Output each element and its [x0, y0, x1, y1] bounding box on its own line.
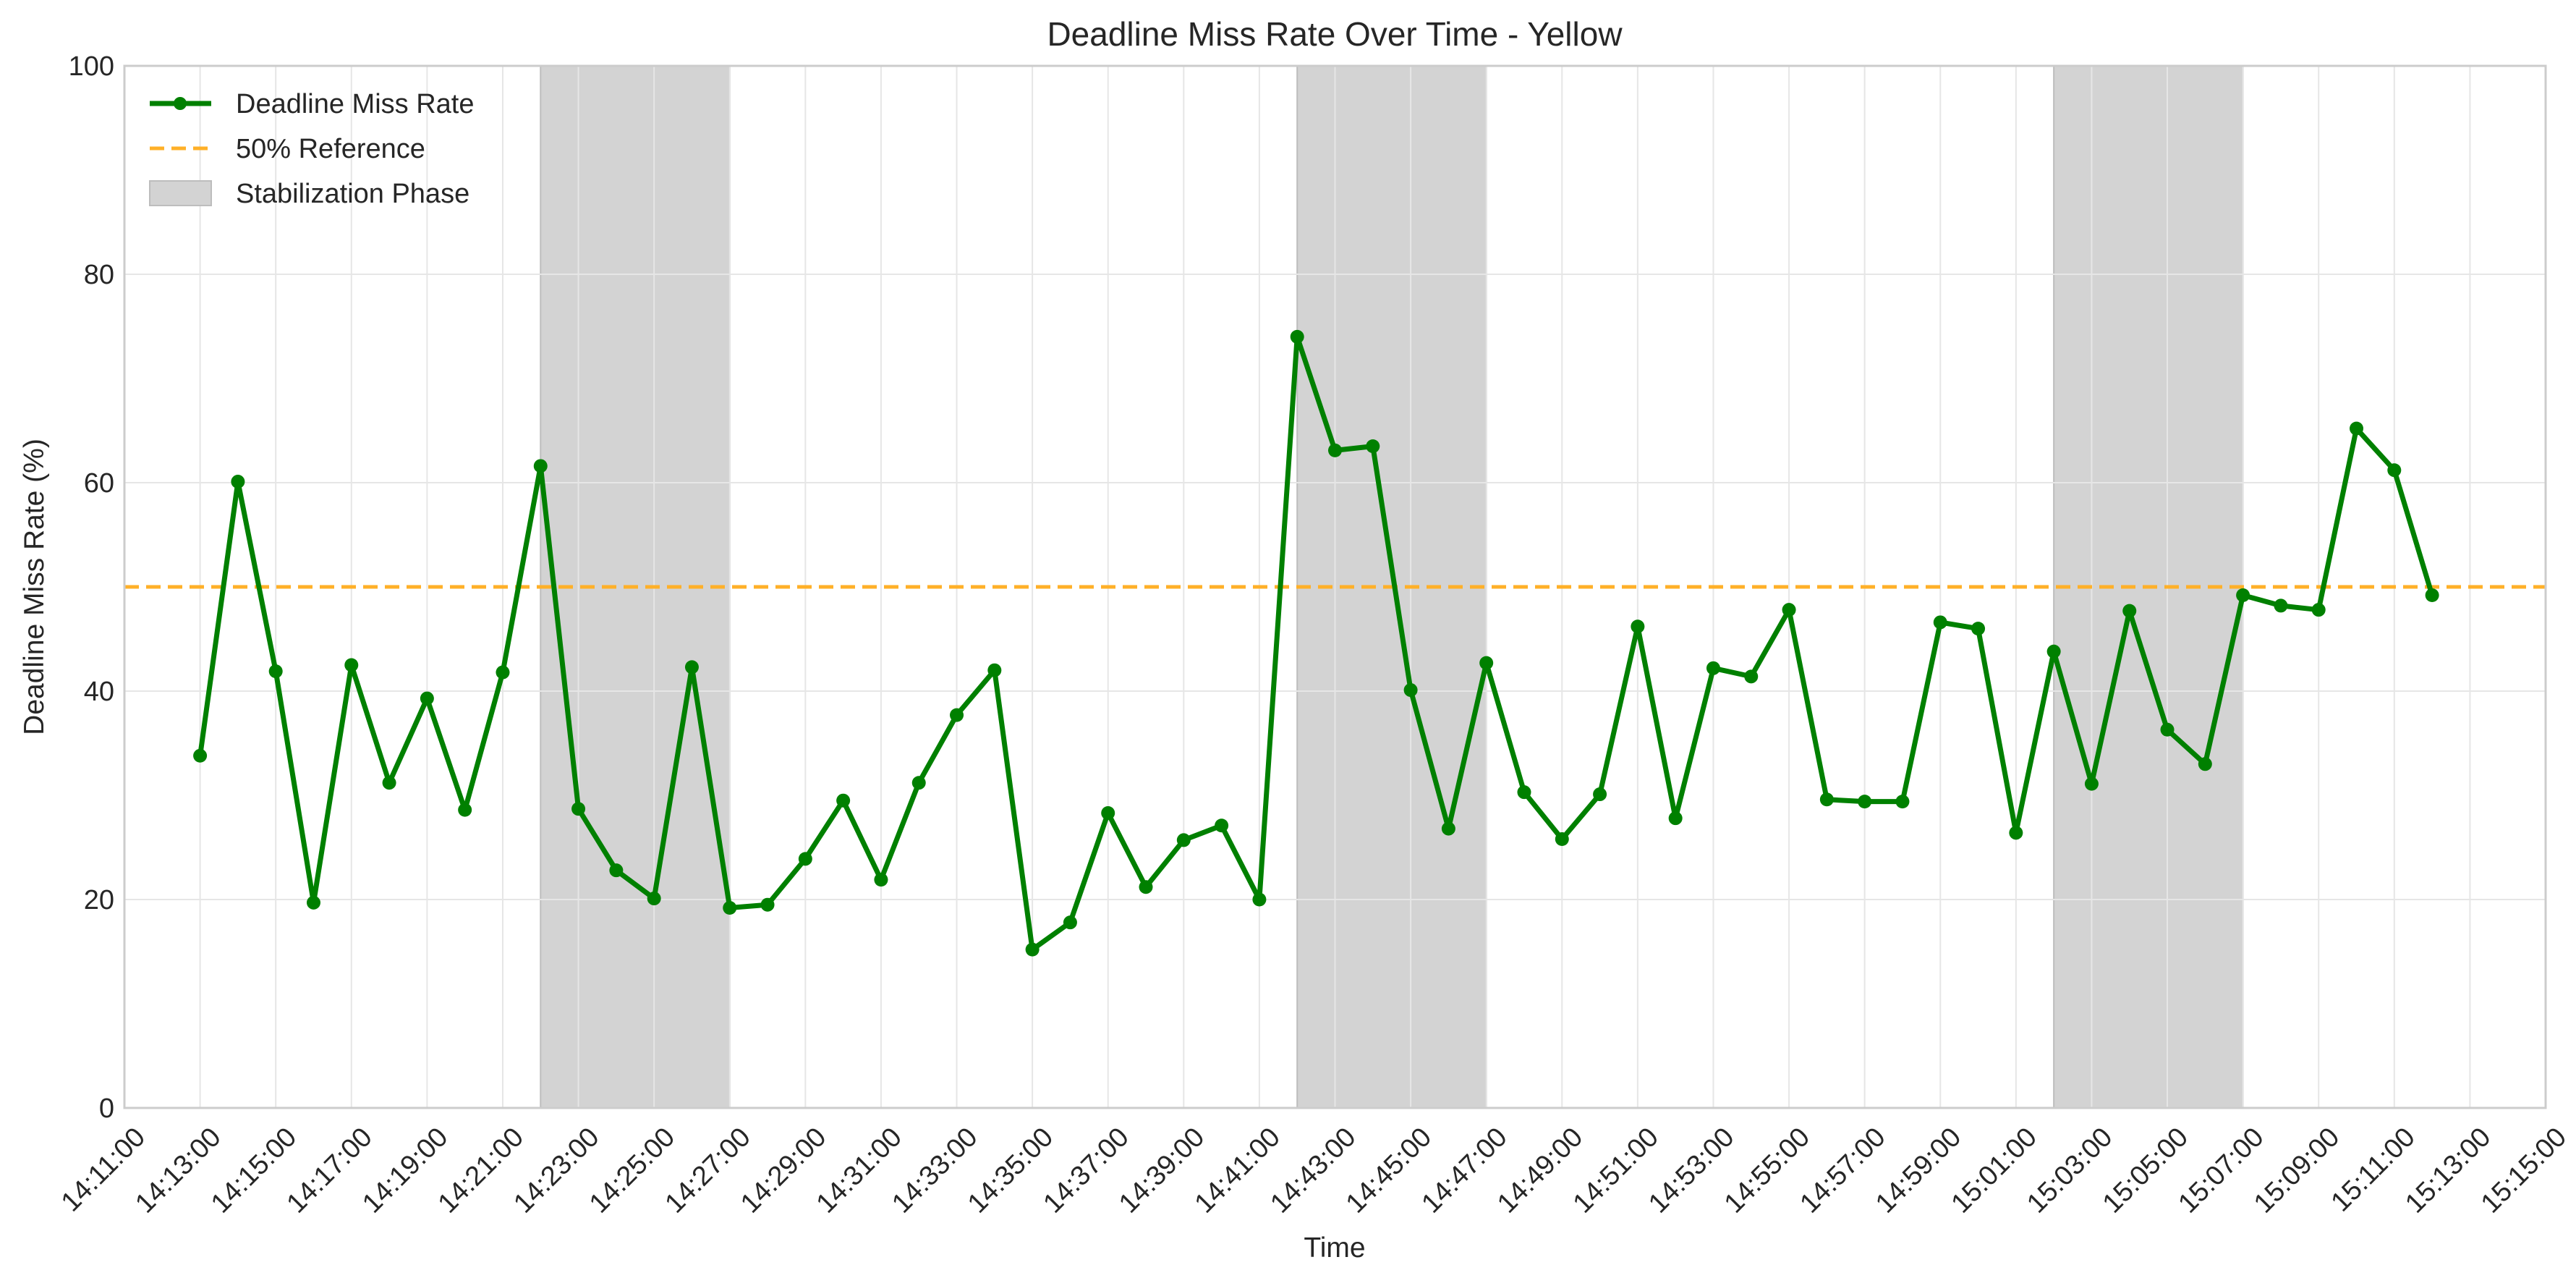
- data-point: [1176, 833, 1191, 847]
- data-point: [987, 663, 1002, 677]
- legend-marker-miss-rate: [174, 97, 187, 110]
- data-point: [836, 793, 851, 808]
- data-point: [2311, 603, 2326, 617]
- data-point: [2425, 588, 2439, 603]
- data-point: [1858, 795, 1872, 809]
- data-point: [571, 802, 586, 816]
- data-point: [2160, 722, 2175, 737]
- data-point: [2274, 598, 2288, 613]
- data-point: [2387, 463, 2402, 478]
- data-point: [533, 459, 548, 473]
- y-tick-label: 80: [84, 260, 114, 290]
- data-point: [231, 475, 245, 489]
- data-point: [1895, 795, 1910, 809]
- data-point: [420, 691, 434, 706]
- data-point: [1290, 329, 1304, 344]
- series-line-deadline-miss-rate: [197, 334, 2435, 952]
- data-point: [2198, 757, 2212, 771]
- data-point: [2084, 776, 2099, 791]
- y-tick-label: 20: [84, 885, 114, 915]
- data-point: [306, 895, 320, 910]
- data-point: [496, 665, 510, 680]
- data-point: [2009, 826, 2023, 840]
- y-tick-label: 60: [84, 468, 114, 499]
- data-point: [874, 873, 888, 887]
- data-point: [2046, 644, 2061, 659]
- data-point: [1631, 619, 1645, 634]
- data-point: [2236, 588, 2250, 603]
- data-point: [1328, 443, 1342, 457]
- data-point: [1403, 683, 1418, 698]
- data-point: [1668, 811, 1683, 826]
- data-point: [1441, 821, 1455, 836]
- data-point: [344, 658, 359, 672]
- chart-title: Deadline Miss Rate Over Time - Yellow: [1047, 15, 1623, 53]
- data-point: [1744, 669, 1759, 684]
- data-point: [1101, 805, 1115, 820]
- data-point: [2122, 604, 2137, 618]
- data-point: [798, 852, 812, 866]
- data-point: [609, 863, 624, 878]
- x-axis-label: Time: [1304, 1232, 1365, 1264]
- data-point: [760, 897, 775, 912]
- data-point: [382, 776, 396, 790]
- data-point: [1933, 615, 1947, 630]
- data-point: [268, 664, 283, 679]
- data-point: [2350, 421, 2364, 436]
- data-point: [1366, 439, 1380, 454]
- legend-label-stabilization: Stabilization Phase: [236, 179, 469, 209]
- data-point: [1479, 656, 1494, 670]
- legend-swatch-stabilization: [149, 180, 212, 206]
- series-layer: [193, 329, 2439, 957]
- data-point: [1782, 603, 1796, 617]
- data-point: [458, 803, 472, 817]
- plot-frame: [123, 64, 2547, 1109]
- data-point: [1063, 915, 1077, 930]
- data-point: [647, 892, 661, 906]
- data-point: [1706, 661, 1720, 675]
- y-tick-label: 40: [84, 677, 114, 707]
- data-point: [1517, 785, 1531, 800]
- data-point: [1252, 892, 1267, 907]
- data-point: [1139, 880, 1153, 894]
- legend: Deadline Miss Rate 50% Reference Stabili…: [149, 89, 474, 209]
- data-point: [1555, 831, 1569, 846]
- data-point: [193, 748, 208, 763]
- data-point: [1819, 792, 1834, 807]
- data-point: [723, 901, 737, 915]
- data-point: [1215, 818, 1229, 833]
- data-point: [950, 708, 964, 722]
- y-axis-label: Deadline Miss Rate (%): [19, 439, 50, 735]
- legend-label-reference: 50% Reference: [236, 134, 425, 164]
- data-point: [911, 776, 926, 790]
- legend-label-miss-rate: Deadline Miss Rate: [236, 89, 474, 119]
- y-tick-label: 100: [69, 51, 114, 82]
- data-point: [684, 660, 699, 674]
- data-point: [1593, 787, 1607, 802]
- y-tick-labels: 0 20 40 60 80 100: [69, 51, 114, 1124]
- data-point: [1971, 622, 1986, 636]
- data-point: [1025, 942, 1040, 957]
- x-tick-labels: 14:11:0014:13:0014:15:0014:17:0014:19:00…: [56, 1122, 2572, 1219]
- y-tick-label: 0: [99, 1093, 114, 1124]
